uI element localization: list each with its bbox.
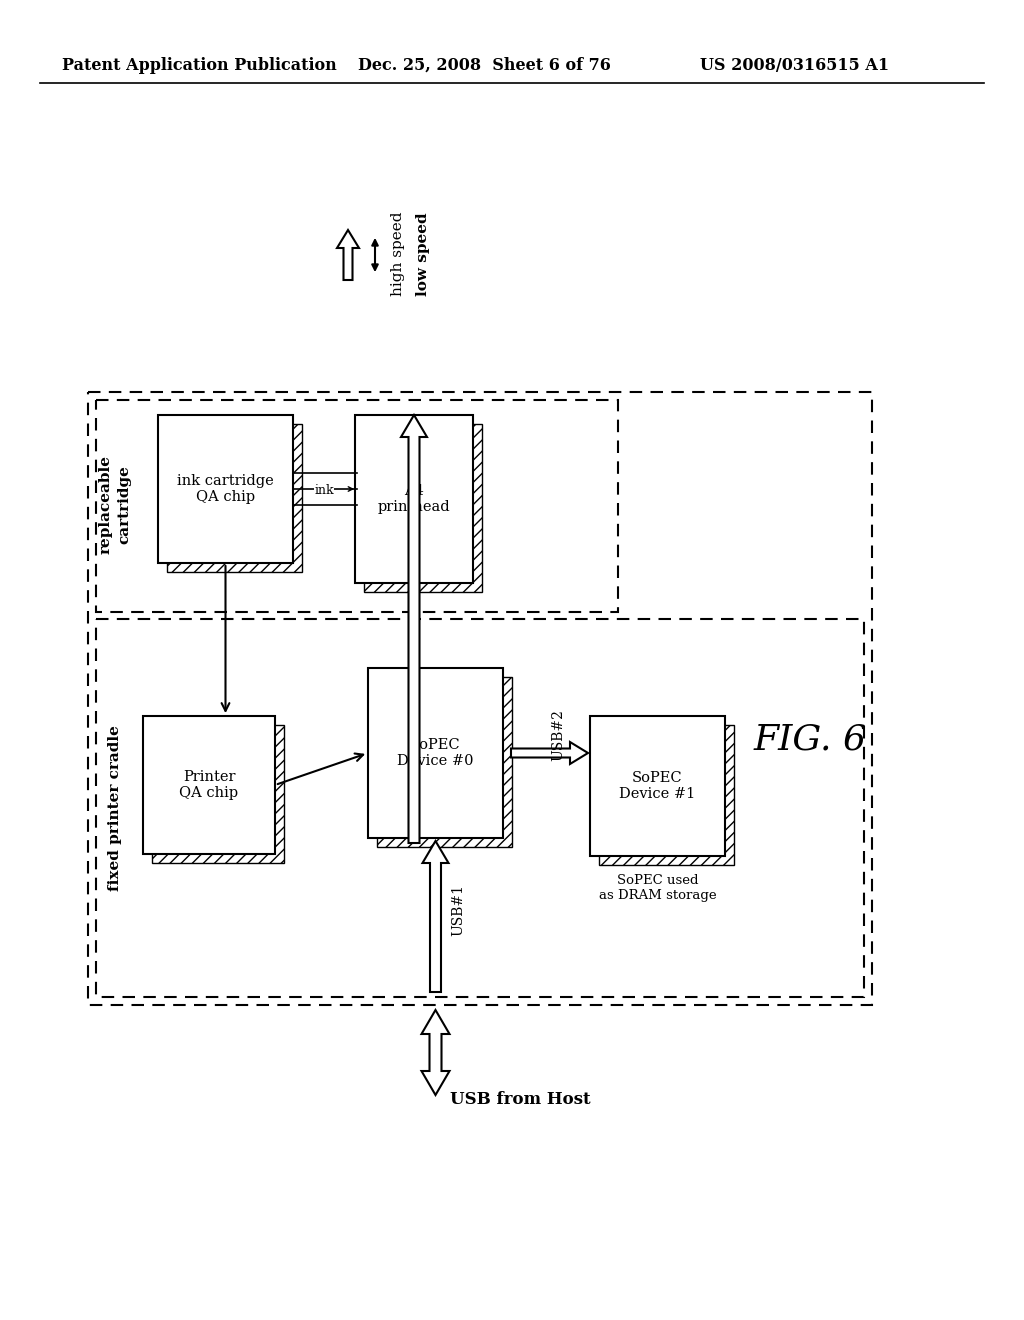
Bar [364, 424, 482, 591]
Text: low speed: low speed [416, 213, 430, 296]
Text: SoPEC used
as DRAM storage: SoPEC used as DRAM storage [599, 874, 717, 902]
Text: high speed: high speed [391, 211, 406, 296]
Bar [158, 414, 293, 564]
Polygon shape [337, 230, 359, 280]
Text: Patent Application Publication: Patent Application Publication [62, 57, 337, 74]
Text: Dec. 25, 2008  Sheet 6 of 76: Dec. 25, 2008 Sheet 6 of 76 [358, 57, 611, 74]
Text: ink: ink [314, 484, 334, 498]
Bar [143, 715, 275, 854]
Polygon shape [422, 1010, 450, 1096]
Text: USB#2: USB#2 [552, 709, 565, 760]
Text: ink cartridge
QA chip: ink cartridge QA chip [177, 474, 273, 504]
Bar [167, 424, 302, 572]
Text: US 2008/0316515 A1: US 2008/0316515 A1 [700, 57, 889, 74]
Text: USB from Host: USB from Host [450, 1092, 590, 1109]
Polygon shape [401, 414, 427, 843]
Text: fixed printer cradle: fixed printer cradle [108, 725, 122, 891]
Bar [590, 715, 725, 855]
Text: A4
printhead: A4 printhead [378, 484, 451, 513]
Bar [355, 414, 473, 583]
Polygon shape [511, 742, 588, 764]
Bar [368, 668, 503, 838]
Text: SoPEC
Device #1: SoPEC Device #1 [620, 771, 695, 801]
Bar [377, 677, 512, 847]
Text: SoPEC
Device #0: SoPEC Device #0 [397, 738, 474, 768]
Bar [599, 725, 734, 865]
Text: FIG. 6: FIG. 6 [754, 723, 866, 756]
Text: Printer
QA chip: Printer QA chip [179, 770, 239, 800]
Text: USB#1: USB#1 [452, 884, 466, 936]
Text: replaceable
cartridge: replaceable cartridge [98, 455, 131, 554]
Bar [152, 725, 284, 863]
Polygon shape [423, 841, 449, 993]
